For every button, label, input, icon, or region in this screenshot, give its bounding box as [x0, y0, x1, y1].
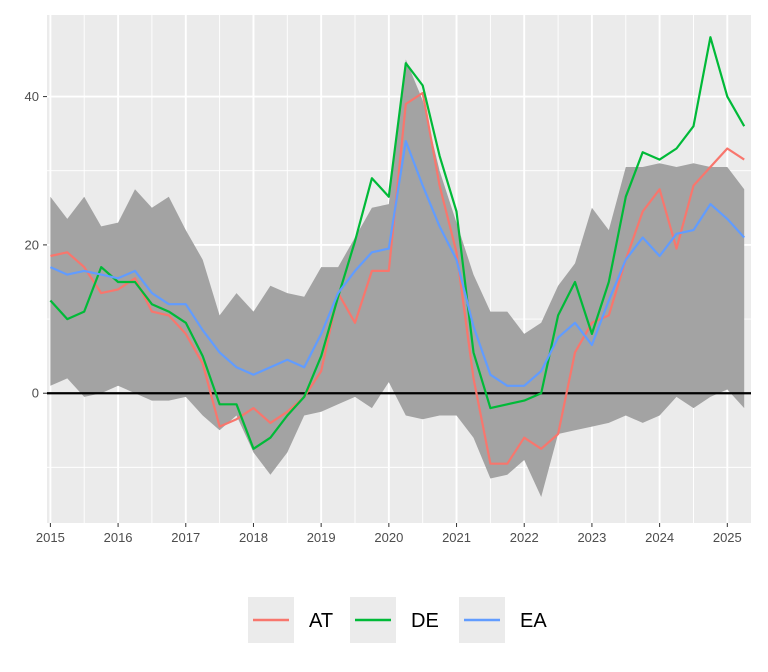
x-tick-label: 2021 — [442, 530, 471, 545]
y-tick-label: 40 — [25, 89, 39, 104]
legend: AT DE EA — [248, 597, 547, 643]
x-tick-label: 2023 — [577, 530, 606, 545]
x-tick-label: 2022 — [510, 530, 539, 545]
series-lines — [49, 36, 746, 465]
legend-label-ea: EA — [520, 610, 547, 632]
legend-label-at: AT — [309, 610, 333, 632]
y-tick-label: 20 — [25, 237, 39, 252]
legend-label-de: DE — [411, 610, 439, 632]
x-tick-label: 2025 — [713, 530, 742, 545]
series-line-ea — [49, 140, 746, 387]
x-tick-label: 2020 — [374, 530, 403, 545]
series-line-at — [50, 91, 745, 465]
x-tick-label: 2017 — [171, 530, 200, 545]
range-band — [50, 59, 745, 497]
x-axis: 2015 2016 2017 2018 2019 2020 2021 2022 2023 2024… — [36, 523, 742, 545]
x-tick-label: 2018 — [239, 530, 268, 545]
y-tick-label: 0 — [32, 386, 39, 401]
x-tick-label: 2016 — [104, 530, 133, 545]
x-tick-label: 2015 — [36, 530, 65, 545]
series-line-de — [49, 36, 746, 450]
x-tick-label: 2019 — [307, 530, 336, 545]
y-axis: 0 20 40 — [25, 89, 47, 401]
x-tick-label: 2024 — [645, 530, 674, 545]
